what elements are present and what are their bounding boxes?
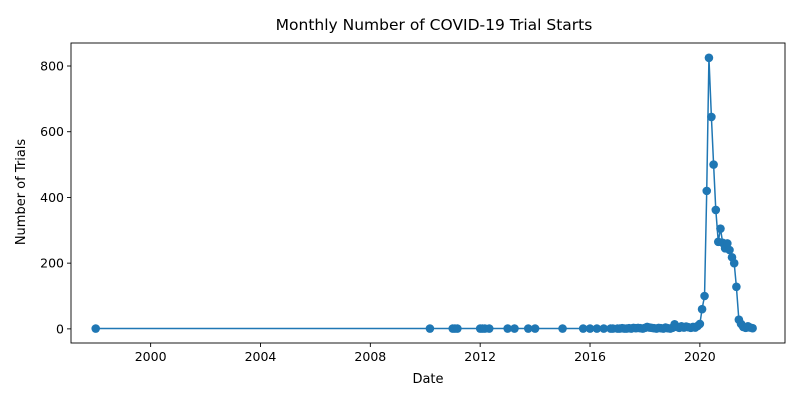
data-point — [707, 112, 716, 122]
data-point — [453, 324, 462, 333]
x-axis-title: Date — [412, 372, 443, 387]
data-point — [530, 324, 540, 333]
x-tick-label: 2008 — [354, 349, 386, 364]
data-point — [484, 324, 494, 333]
data-point — [503, 324, 512, 333]
x-tick-label: 2016 — [574, 349, 606, 364]
x-tick-label: 2004 — [245, 349, 277, 364]
data-point — [585, 324, 595, 333]
data-point — [695, 319, 705, 329]
data-point — [704, 53, 714, 63]
data-point — [599, 324, 609, 333]
x-tick-label: 2000 — [135, 349, 167, 364]
y-tick-label: 800 — [40, 59, 64, 74]
data-point — [510, 324, 519, 333]
x-tick-label: 2020 — [684, 349, 716, 364]
data-point — [425, 324, 435, 333]
data-point — [748, 323, 757, 333]
y-tick-label: 600 — [40, 124, 64, 139]
data-point — [578, 324, 588, 333]
data-point — [523, 324, 533, 333]
y-tick-label: 200 — [40, 256, 64, 271]
data-point — [732, 282, 741, 292]
data-point — [729, 258, 739, 268]
data-point — [592, 324, 602, 333]
data-point — [709, 160, 718, 169]
data-point — [702, 186, 712, 196]
data-point — [700, 291, 709, 301]
y-tick-label: 0 — [56, 321, 64, 336]
axes-frame — [70, 42, 786, 344]
y-tick-label: 400 — [40, 190, 64, 205]
series-line — [95, 57, 753, 330]
data-point — [91, 324, 101, 333]
x-tick-label: 2012 — [464, 349, 496, 364]
data-point — [725, 245, 734, 255]
data-point — [716, 224, 725, 233]
data-point — [723, 239, 732, 248]
plot-area: 2000 2004 2008 2012 2016 2020 0 200 400 600 800 — [40, 42, 786, 364]
y-axis-title: Number of Trials — [14, 139, 29, 246]
data-point — [697, 304, 707, 314]
chart-title: Monthly Number of COVID-19 Trial Starts — [276, 16, 593, 34]
data-point — [558, 324, 567, 333]
data-point — [711, 205, 721, 215]
